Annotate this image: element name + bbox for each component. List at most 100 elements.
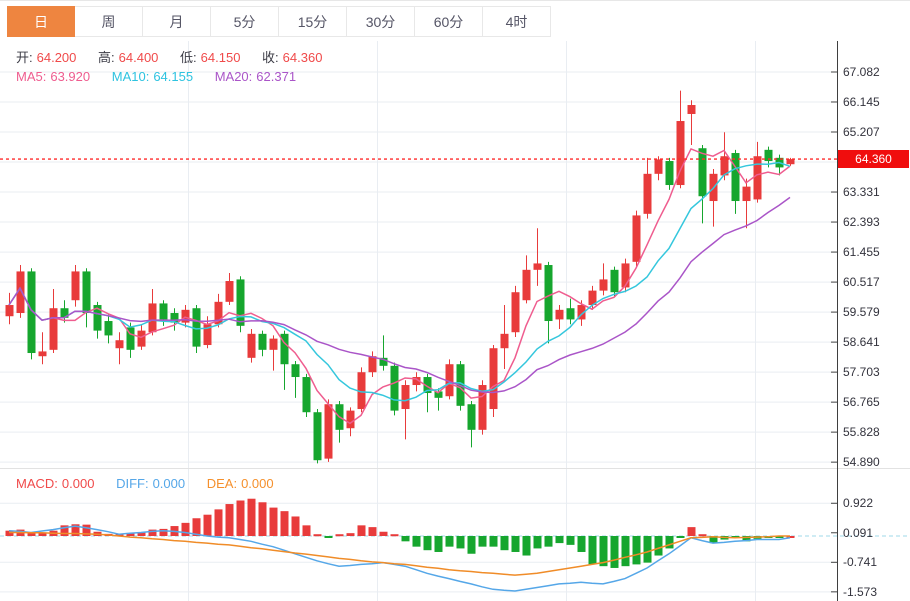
timeframe-tab-5[interactable]: 15分 [279, 6, 347, 37]
candle [467, 401, 476, 448]
ma10-value: 64.155 [153, 69, 194, 84]
candle [621, 258, 630, 293]
candle [225, 273, 234, 306]
macd-bar [225, 504, 234, 536]
candle [566, 298, 575, 325]
macd-bar [522, 536, 531, 556]
macd-bar [115, 534, 124, 537]
low-label: 低: [180, 50, 197, 65]
macd-bar [5, 530, 14, 536]
candle [522, 255, 531, 304]
candle [786, 157, 795, 166]
high-value: 64.400 [118, 50, 159, 65]
candle [115, 332, 124, 365]
candle [126, 322, 135, 358]
macd-tick-label: -0.741 [843, 555, 878, 570]
candle [676, 90, 685, 189]
price-tick-label: 56.765 [843, 395, 880, 410]
macd-bar [731, 536, 740, 538]
macd-bar [346, 533, 355, 536]
diff-label: DIFF: [116, 476, 149, 491]
macd-bar [280, 511, 289, 536]
candle [731, 149, 740, 214]
candle [5, 292, 14, 325]
candle [643, 157, 652, 219]
candle [71, 265, 80, 307]
price-chart-canvas[interactable] [0, 41, 837, 468]
open-value: 64.200 [36, 50, 77, 65]
ohlc-readout: 开: 64.200 高: 64.400 低: 64.150 收: 64.360 [16, 47, 326, 66]
price-tick-label: 65.207 [843, 125, 880, 139]
macd-bar [467, 536, 476, 554]
macd-bar [379, 531, 388, 536]
candle [104, 314, 113, 344]
macd-bar [357, 525, 366, 536]
macd-bar [599, 536, 608, 567]
candle [632, 210, 641, 267]
candle [555, 305, 564, 330]
low-value: 64.150 [200, 50, 241, 65]
candle [324, 399, 333, 462]
macd-bar [775, 536, 784, 538]
price-tick-label: 63.331 [843, 185, 880, 200]
candle [599, 263, 608, 296]
macd-bar [423, 536, 432, 551]
candle [379, 335, 388, 371]
macd-tick-label: -1.573 [843, 584, 878, 599]
timeframe-tab-2[interactable]: 周 [75, 6, 143, 37]
price-tick-label: 62.393 [843, 215, 880, 230]
timeframe-tab-3[interactable]: 月 [143, 6, 211, 37]
candle [500, 305, 509, 370]
candle [357, 367, 366, 413]
macd-bar [335, 534, 344, 537]
timeframe-tab-8[interactable]: 4时 [483, 6, 551, 37]
candle [313, 409, 322, 464]
candle [49, 289, 58, 354]
macd-bar [203, 514, 212, 536]
macd-bar [291, 516, 300, 536]
timeframe-tab-6[interactable]: 30分 [347, 6, 415, 37]
candle [148, 289, 157, 336]
macd-bar [126, 533, 135, 536]
dea-label: DEA: [206, 476, 238, 491]
macd-bar [709, 536, 718, 544]
close-value: 64.360 [282, 50, 323, 65]
macd-readout: MACD: 0.000 DIFF: 0.000 DEA: 0.000 [16, 476, 278, 491]
macd-bar [401, 536, 410, 542]
macd-bar [313, 534, 322, 537]
candle [654, 156, 663, 181]
timeframe-tab-1[interactable]: 日 [7, 6, 75, 37]
ma5-line [8, 147, 791, 425]
macd-bar [555, 536, 564, 544]
candle [247, 329, 256, 363]
macd-bar [192, 518, 201, 536]
macd-bar [643, 536, 652, 563]
macd-bar [544, 536, 553, 547]
macd-bar [665, 536, 674, 549]
macd-bar [148, 529, 157, 536]
macd-bar [676, 536, 685, 538]
macd-chart-canvas[interactable] [0, 468, 910, 601]
right-axis-line [837, 41, 838, 601]
macd-bar [621, 536, 630, 567]
macd-bar [489, 536, 498, 547]
macd-bar [610, 536, 619, 568]
candle [214, 293, 223, 328]
timeframe-tab-4[interactable]: 5分 [211, 6, 279, 37]
candle [60, 300, 69, 323]
macd-bar [181, 522, 190, 536]
candle [82, 268, 91, 328]
macd-bar [632, 536, 641, 565]
timeframe-tab-7[interactable]: 60分 [415, 6, 483, 37]
candle [709, 169, 718, 227]
candle [753, 141, 762, 203]
macd-bar [687, 527, 696, 536]
ma10-label: MA10: [111, 69, 150, 84]
candle [346, 407, 355, 437]
diff-value: 0.000 [152, 476, 186, 491]
macd-bar [258, 502, 267, 536]
macd-bar [445, 536, 454, 547]
macd-bar [588, 536, 597, 565]
price-tick-label: 59.579 [843, 305, 880, 320]
